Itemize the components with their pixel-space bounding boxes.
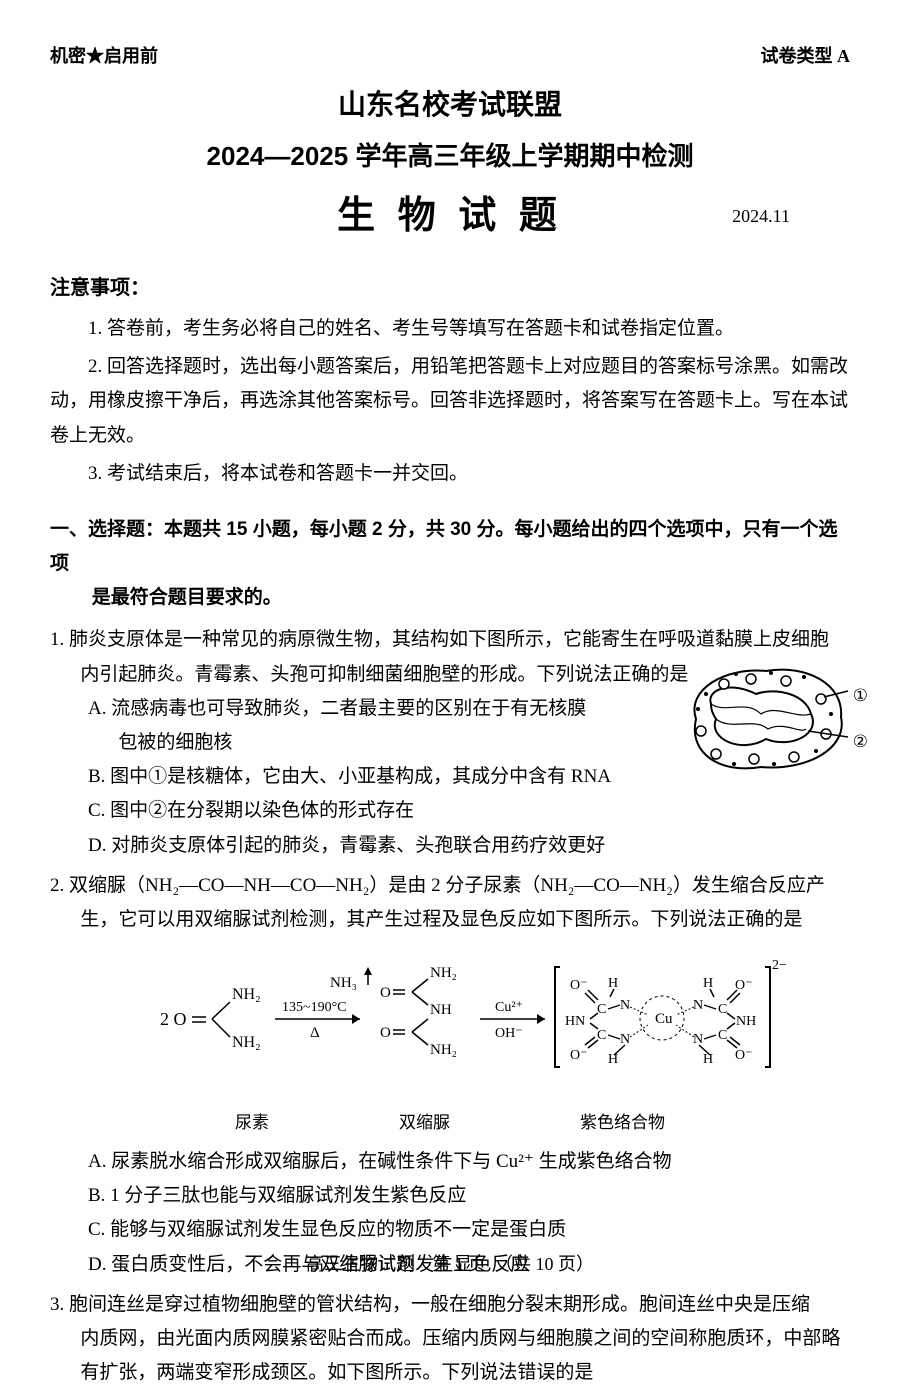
- title-line-1: 山东名校考试联盟: [50, 80, 850, 130]
- q2-option-c: C. 能够与双缩脲试剂发生显色反应的物质不一定是蛋白质: [50, 1213, 850, 1247]
- svg-text:Cu: Cu: [655, 1011, 673, 1027]
- question-2: 2. 双缩脲（NH₂—CO—NH—CO—NH₂）是由 2 分子尿素（NH₂—CO…: [50, 869, 850, 1282]
- svg-text:N: N: [693, 998, 703, 1013]
- q3-stem-l3: 有扩张，两端变窄形成颈区。如下图所示。下列说法错误的是: [50, 1356, 850, 1390]
- svg-text:N: N: [620, 998, 630, 1013]
- svg-text:135~190°C: 135~190°C: [282, 1000, 347, 1015]
- notice-item-1: 1. 答卷前，考生务必将自己的姓名、考生号等填写在答题卡和试卷指定位置。: [50, 312, 850, 346]
- svg-text:NH₂: NH₂: [232, 986, 261, 1003]
- q2-stem-l1: 2. 双缩脲（NH₂—CO—NH—CO—NH₂）是由 2 分子尿素（NH₂—CO…: [50, 869, 850, 903]
- q1-option-c: C. 图中②在分裂期以染色体的形式存在: [50, 794, 850, 828]
- svg-text:H: H: [608, 1052, 618, 1067]
- svg-text:O: O: [380, 1025, 391, 1041]
- mycoplasma-diagram-icon: [676, 659, 856, 779]
- svg-text:H: H: [703, 976, 713, 991]
- section-1-heading: 一、选择题：本题共 15 小题，每小题 2 分，共 30 分。每小题给出的四个选…: [50, 513, 850, 616]
- svg-text:Cu²⁺: Cu²⁺: [495, 1000, 523, 1015]
- q1-stem-l1: 1. 肺炎支原体是一种常见的病原微生物，其结构如下图所示，它能寄生在呼吸道黏膜上…: [50, 623, 850, 657]
- title-line-2: 2024—2025 学年高三年级上学期期中检测: [50, 133, 850, 180]
- svg-text:NH₃: NH₃: [330, 975, 357, 991]
- svg-text:OH⁻: OH⁻: [495, 1026, 523, 1041]
- svg-text:O: O: [380, 985, 391, 1001]
- q1-label-2: ②: [853, 727, 868, 758]
- svg-text:Δ: Δ: [310, 1025, 320, 1041]
- svg-text:NH₂: NH₂: [430, 1042, 457, 1058]
- section-1-heading-l1: 一、选择题：本题共 15 小题，每小题 2 分，共 30 分。每小题给出的四个选…: [50, 519, 838, 574]
- svg-text:N: N: [693, 1032, 703, 1047]
- notice-item-3: 3. 考试结束后，将本试卷和答题卡一并交回。: [50, 457, 850, 491]
- q3-stem-l1: 3. 胞间连丝是穿过植物细胞壁的管状结构，一般在细胞分裂末期形成。胞间连丝中央是…: [50, 1288, 850, 1322]
- question-1: 1. 肺炎支原体是一种常见的病原微生物，其结构如下图所示，它能寄生在呼吸道黏膜上…: [50, 623, 850, 862]
- q1-option-d: D. 对肺炎支原体引起的肺炎，青霉素、头孢联合用药疗效更好: [50, 829, 850, 863]
- q2-diagram-labels: 尿素 双缩脲 紫色络合物: [50, 1108, 850, 1139]
- header-right: 试卷类型 A: [761, 40, 851, 72]
- q3-stem-l2: 内质网，由光面内质网膜紧密贴合而成。压缩内质网与细胞膜之间的空间称胞质环，中部略: [50, 1322, 850, 1356]
- svg-text:C: C: [597, 1002, 606, 1017]
- svg-text:NH₂: NH₂: [430, 965, 457, 981]
- svg-text:HN: HN: [565, 1014, 585, 1029]
- q2-stem-l2: 生，它可以用双缩脲试剂检测，其产生过程及显色反应如下图所示。下列说法正确的是: [50, 903, 850, 937]
- svg-text:NH: NH: [430, 1002, 452, 1018]
- q2-label-urea: 尿素: [235, 1108, 269, 1139]
- header-left: 机密★启用前: [50, 40, 158, 72]
- header-row: 机密★启用前 试卷类型 A: [50, 40, 850, 72]
- svg-text:C: C: [597, 1028, 606, 1043]
- svg-text:NH₂: NH₂: [232, 1034, 261, 1051]
- q1-diagram: ① ②: [676, 659, 856, 791]
- svg-text:O⁻: O⁻: [570, 1048, 588, 1063]
- svg-text:2 O: 2 O: [160, 1009, 187, 1029]
- title-block: 山东名校考试联盟 2024—2025 学年高三年级上学期期中检测 生 物 试 题…: [50, 80, 850, 250]
- svg-text:O⁻: O⁻: [570, 978, 588, 993]
- question-3: 3. 胞间连丝是穿过植物细胞壁的管状结构，一般在细胞分裂末期形成。胞间连丝中央是…: [50, 1288, 850, 1390]
- title-line-3: 生 物 试 题: [337, 182, 563, 250]
- q1-label-1: ①: [853, 681, 868, 712]
- q2-label-biuret: 双缩脲: [399, 1108, 450, 1139]
- title-date: 2024.11: [732, 200, 790, 232]
- biuret-reaction-icon: 2 O NH₂ NH₂ 135~190°C Δ NH₃ O NH₂ NH: [100, 947, 800, 1092]
- q2-label-complex: 紫色络合物: [580, 1108, 665, 1139]
- notice-heading: 注意事项：: [50, 270, 850, 306]
- svg-text:C: C: [718, 1002, 727, 1017]
- svg-text:NH: NH: [736, 1014, 756, 1029]
- svg-text:C: C: [718, 1028, 727, 1043]
- section-1-heading-l2: 是最符合题目要求的。: [50, 581, 850, 615]
- svg-text:2−: 2−: [772, 958, 787, 973]
- q2-diagram: 2 O NH₂ NH₂ 135~190°C Δ NH₃ O NH₂ NH: [50, 947, 850, 1139]
- svg-text:N: N: [620, 1032, 630, 1047]
- q2-option-b: B. 1 分子三肽也能与双缩脲试剂发生紫色反应: [50, 1179, 850, 1213]
- q2-option-a: A. 尿素脱水缩合形成双缩脲后，在碱性条件下与 Cu²⁺ 生成紫色络合物: [50, 1145, 850, 1179]
- notice-item-2: 2. 回答选择题时，选出每小题答案后，用铅笔把答题卡上对应题目的答案标号涂黑。如…: [50, 350, 850, 453]
- page-footer: 高三生物试题 第 1 页 （共 10 页）: [0, 1248, 900, 1280]
- svg-text:O⁻: O⁻: [735, 978, 753, 993]
- svg-text:O⁻: O⁻: [735, 1048, 753, 1063]
- svg-text:H: H: [608, 976, 618, 991]
